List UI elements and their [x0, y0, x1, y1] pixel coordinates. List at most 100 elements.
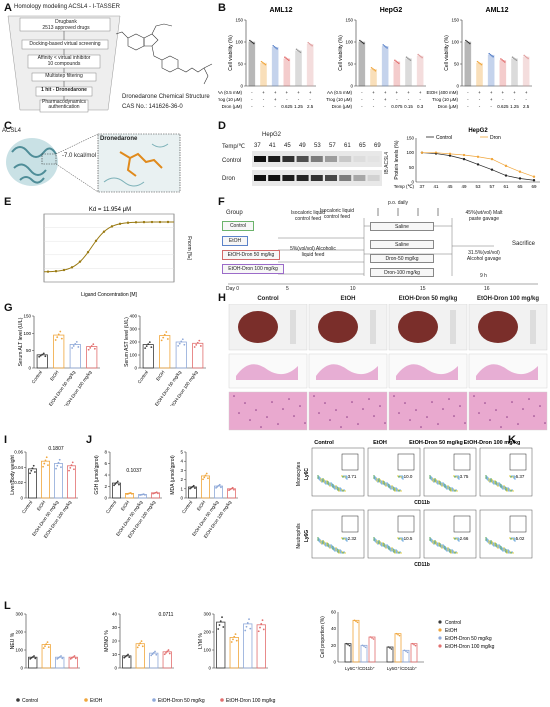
- structure-title: Dronedarone Chemical Structure: [122, 94, 210, 100]
- lym-chart-ylabel: LYM %: [198, 633, 204, 649]
- liver-weight-chart-x-label: Control: [21, 500, 33, 515]
- flow-event: [341, 537, 343, 539]
- flow-event: [345, 475, 347, 477]
- lym-chart-point: [233, 635, 236, 638]
- flow-event: [502, 550, 504, 552]
- ast-chart-point: [165, 331, 168, 333]
- curve-x-tick: 53: [475, 184, 481, 189]
- funnel-step-1: Drugbank 2513 approved drugs: [42, 19, 90, 31]
- cellprop-point: [411, 642, 414, 645]
- curve-ylabel: Protein levels (%): [394, 140, 400, 180]
- flow-event: [337, 489, 339, 491]
- flow-event: [457, 477, 459, 479]
- schema-group-label: Group: [226, 210, 243, 216]
- flow-event: [326, 482, 328, 484]
- flow-row-monocytes: Monocytes: [296, 461, 302, 486]
- flow-event: [451, 489, 453, 491]
- flow-event: [336, 548, 338, 550]
- flow-event: [434, 542, 436, 544]
- flow-event: [509, 489, 511, 491]
- flow-event: [394, 490, 396, 492]
- gel-temp: 45: [284, 143, 291, 149]
- flow-event: [435, 481, 437, 483]
- flow-event: [440, 544, 442, 546]
- schema-group-dron50: EtOH-Dron 50 mg/kg: [222, 250, 280, 260]
- flow-event: [505, 489, 507, 491]
- he-nucleus: [431, 401, 433, 403]
- panel-b-point: [249, 39, 251, 42]
- flow-event: [393, 489, 395, 491]
- schema-day-16: 16: [484, 286, 490, 292]
- flow-event: [325, 483, 327, 485]
- flow-event: [335, 549, 337, 551]
- cellprop-point: [413, 643, 415, 646]
- flow-event: [382, 542, 384, 544]
- flow-event: [319, 477, 321, 479]
- flow-event: [373, 539, 375, 541]
- liver-weight-chart-x-label: EtOH: [36, 500, 46, 512]
- mda-chart-tick-label: 2: [180, 477, 183, 482]
- flow-event: [329, 485, 331, 487]
- panel-b-row-value: 2.5: [523, 104, 530, 109]
- flow-event: [401, 475, 403, 477]
- lym-chart-point: [230, 641, 233, 643]
- flow-event: [385, 483, 387, 485]
- flow-plot-frame: [367, 509, 421, 559]
- flow-event: [323, 543, 325, 545]
- cellprop-bar: [402, 649, 410, 663]
- panel-l-legend-marker: [220, 698, 224, 702]
- panel-b-title-2: AML12: [486, 7, 509, 14]
- flow-event: [511, 475, 513, 477]
- flow-event: [381, 545, 383, 547]
- flow-plot-frame: [311, 447, 365, 497]
- panel-b-point: [503, 61, 506, 63]
- lym-chart-point: [257, 630, 260, 633]
- lym-chart-point: [261, 619, 264, 622]
- flow-event: [320, 542, 322, 544]
- panel-b-row-value: 0.625: [281, 104, 293, 109]
- flow-event: [329, 547, 331, 549]
- lym-chart-point: [244, 629, 247, 632]
- flow-event: [381, 483, 383, 485]
- mst-point: [118, 222, 122, 226]
- lym-chart-point: [248, 618, 250, 621]
- blot-band-dron: [310, 175, 323, 181]
- panel-b-row-value: -: [263, 104, 265, 109]
- flow-col-header: EtOH-Dron 100 mg/kg: [464, 440, 521, 446]
- curve-x-tick: 37: [419, 184, 425, 189]
- flow-event: [508, 488, 510, 490]
- flow-event: [514, 540, 516, 542]
- flow-event: [397, 551, 399, 553]
- panel-b-row-label: AA (0.5 mM): [327, 90, 353, 95]
- flow-event: [501, 549, 503, 551]
- flow-event: [437, 481, 439, 483]
- cellprop-point: [345, 642, 348, 645]
- flow-event: [441, 547, 443, 549]
- flow-event: [384, 544, 386, 546]
- flow-event: [386, 484, 388, 486]
- flow-event: [450, 490, 452, 492]
- flow-event: [402, 478, 404, 480]
- cellprop-point: [390, 648, 393, 650]
- panel-b-row-value: +: [384, 97, 387, 102]
- panel-b-row-label: Dron (μM): [222, 104, 243, 109]
- he-nucleus: [404, 402, 406, 404]
- gel-temp: 65: [359, 143, 366, 149]
- flow-row-neutrophils: Neutrophils: [296, 523, 302, 549]
- cellprop-point: [389, 647, 391, 649]
- flow-xlabel-cd11b: CD11b: [414, 500, 430, 506]
- flow-event: [429, 539, 431, 541]
- gel-temps: 37 41 45 49 53 57 61 65 69: [254, 143, 394, 151]
- flow-event: [452, 550, 454, 552]
- panel-b-point: [526, 56, 528, 59]
- blot-band-control: [268, 156, 281, 162]
- cellprop-tick: 20: [331, 643, 337, 648]
- panel-b-point: [395, 60, 397, 63]
- panel-e-mst: Kd = 11.954 μM Ligand Concentration [M] Fn…: [43, 207, 192, 298]
- flow-event: [508, 490, 510, 492]
- panel-b-point: [479, 62, 481, 65]
- flow-event: [458, 476, 460, 478]
